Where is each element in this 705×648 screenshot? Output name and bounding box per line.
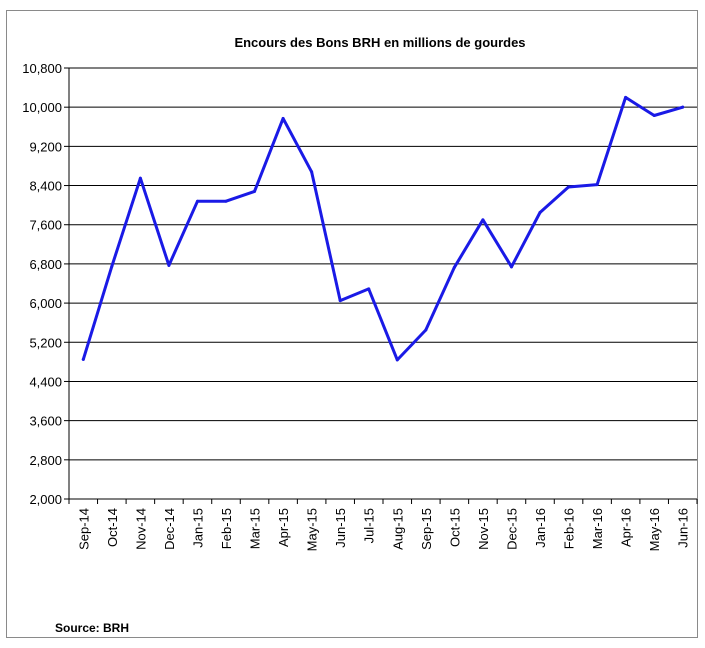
y-tick-label: 2,800 xyxy=(29,453,62,468)
x-tick-label: Jan-15 xyxy=(190,508,205,548)
data-point xyxy=(338,299,342,303)
data-point xyxy=(567,185,571,189)
x-tick-label: Jun-16 xyxy=(676,508,691,548)
x-tick-label: May-16 xyxy=(647,508,662,551)
x-tick-label: May-15 xyxy=(305,508,320,551)
y-tick-label: 10,000 xyxy=(22,100,62,115)
y-axis-tick-labels: 2,000 2,800 3,600 4,400 5,200 6,000 6,800 7,600… xyxy=(22,61,62,507)
data-point xyxy=(310,170,314,174)
y-tick-label: 2,000 xyxy=(29,492,62,507)
source-note: Source: BRH xyxy=(55,621,130,635)
data-point xyxy=(110,264,114,268)
gridlines xyxy=(69,67,697,461)
data-point xyxy=(224,199,228,203)
data-point xyxy=(81,357,85,361)
x-tick-label: Mar-15 xyxy=(248,508,263,549)
x-tick-label: Feb-15 xyxy=(219,508,234,549)
x-tick-label: Oct-14 xyxy=(105,508,120,547)
series-line xyxy=(81,95,685,362)
y-tick-label: 3,600 xyxy=(29,414,62,429)
x-tick-label: Jul-15 xyxy=(362,508,377,543)
x-tick-label: Nov-15 xyxy=(476,508,491,550)
x-tick-label: Apr-16 xyxy=(619,508,634,547)
data-point xyxy=(167,263,171,267)
y-tick-label: 10,800 xyxy=(22,61,62,76)
chart-frame xyxy=(6,10,698,638)
y-tick-label: 7,600 xyxy=(29,218,62,233)
data-point xyxy=(509,265,513,269)
axes xyxy=(64,67,698,504)
x-tick-label: Aug-15 xyxy=(390,508,405,550)
data-point xyxy=(138,176,142,180)
data-point xyxy=(652,114,656,118)
y-tick-label: 9,200 xyxy=(29,139,62,154)
data-point xyxy=(281,116,285,120)
y-tick-label: 6,000 xyxy=(29,296,62,311)
data-point xyxy=(538,210,542,214)
data-point xyxy=(481,218,485,222)
x-tick-label: Nov-14 xyxy=(133,508,148,550)
chart-title: Encours des Bons BRH en millions de gour… xyxy=(234,35,525,50)
data-point xyxy=(424,328,428,332)
series-layer xyxy=(81,95,685,362)
y-tick-label: 6,800 xyxy=(29,257,62,272)
data-point xyxy=(253,189,257,193)
x-tick-label: Sep-15 xyxy=(419,508,434,550)
x-tick-label: Oct-15 xyxy=(447,508,462,547)
x-tick-label: Dec-15 xyxy=(504,508,519,550)
y-tick-label: 8,400 xyxy=(29,179,62,194)
data-point xyxy=(624,95,628,99)
x-tick-label: Dec-14 xyxy=(162,508,177,550)
y-tick-label: 5,200 xyxy=(29,335,62,350)
x-tick-label: Jan-16 xyxy=(533,508,548,548)
data-point xyxy=(367,287,371,291)
x-tick-label: Feb-16 xyxy=(562,508,577,549)
data-point xyxy=(595,183,599,187)
y-tick-label: 4,400 xyxy=(29,374,62,389)
data-point xyxy=(395,358,399,362)
data-point xyxy=(452,265,456,269)
x-tick-label: Jun-15 xyxy=(333,508,348,548)
data-point xyxy=(681,105,685,109)
data-point xyxy=(195,199,199,203)
x-tick-label: Sep-14 xyxy=(76,508,91,550)
x-tick-label: Apr-15 xyxy=(276,508,291,547)
x-axis-tick-labels: Sep-14 Oct-14 Nov-14 Dec-14 Jan-15 Feb-15 Mar-… xyxy=(76,508,690,551)
x-tick-label: Mar-16 xyxy=(590,508,605,549)
